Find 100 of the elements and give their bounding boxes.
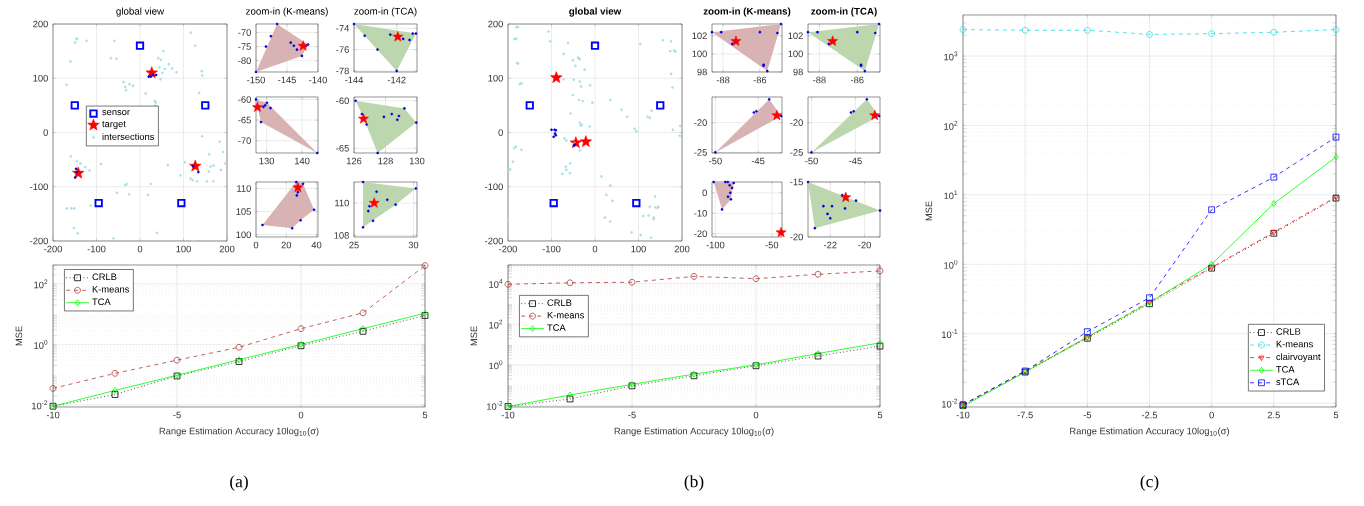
y-axis-title: MSE	[470, 326, 478, 346]
x-axis-title: Range Estimation Accuracy 10log$_{10}$(σ)	[159, 427, 319, 437]
y-tick-label: 10$^{0}$	[34, 339, 48, 349]
chart-title: zoom-in (K-means)	[703, 7, 791, 17]
legend-label: CRLB	[92, 273, 117, 281]
y-tick-label: 200	[33, 20, 48, 28]
y-tick-label: -20	[790, 233, 803, 241]
y-tick-label: -20	[694, 119, 707, 126]
x-tick-label: -5	[1083, 411, 1092, 419]
x-tick-label: -10	[956, 411, 970, 419]
x-axis-title: Range Estimation Accuracy 10log$_{10}$(σ)	[1070, 427, 1229, 437]
x-tick-label: -2.5	[1141, 411, 1158, 419]
x-tick-label: -86	[753, 76, 767, 84]
x-tick-label: 5	[877, 411, 883, 419]
y-tick-label: 105	[236, 208, 251, 215]
y-tick-label: -80	[238, 57, 251, 64]
legend-label: TCA	[92, 298, 111, 306]
y-tick-label: 100	[788, 50, 803, 58]
legend-label: sensor	[102, 110, 130, 116]
y-tick-label: -70	[238, 29, 251, 36]
x-tick-label: -100	[706, 241, 725, 249]
x-tick-label: 2.5	[1267, 411, 1280, 419]
y-tick-label: 10$^{2}$	[944, 121, 958, 130]
x-tick-label: -144	[345, 76, 364, 84]
chart-title: global view	[569, 7, 622, 17]
chart-title: zoom-in (TCA)	[811, 7, 877, 17]
y-tick-label: 10$^{2}$	[34, 279, 48, 289]
x-tick-label: 0	[137, 245, 143, 253]
x-tick-label: 0	[1209, 411, 1214, 419]
y-axis-title: MSE	[15, 326, 23, 346]
y-tick-label: 10$^{-2}$	[32, 400, 48, 410]
y-tick-label: -78	[336, 67, 349, 75]
x-tick-label: 100	[631, 245, 646, 253]
chart-title: zoom-in (K-means)	[246, 7, 328, 17]
legend-label: K-means	[92, 286, 130, 293]
x-tick-label: -100	[542, 245, 561, 253]
y-tick-label: 110	[237, 185, 251, 192]
x-tick-label: -7.5	[1017, 411, 1033, 419]
y-tick-label: 100	[692, 50, 707, 58]
text: (b)	[684, 475, 704, 491]
y-tick-label: 102	[692, 32, 707, 40]
x-tick-label: 140	[294, 157, 310, 165]
y-tick-label: -25	[694, 149, 707, 156]
y-tick-label: -65	[238, 116, 251, 124]
y-tick-label: -15	[790, 178, 803, 186]
y-tick-label: 10$^{0}$	[489, 360, 503, 370]
y-tick-label: 98	[697, 68, 707, 76]
x-tick-label: -150	[247, 76, 265, 84]
x-tick-label: 130	[259, 157, 275, 165]
legend-label: TCA	[547, 324, 566, 331]
y-tick-label: 10$^{2}$	[489, 319, 503, 329]
x-tick-label: -200	[499, 245, 517, 253]
x-tick-label: -10	[501, 411, 515, 419]
x-tick-label: 200	[219, 245, 235, 253]
x-tick-label: 130	[409, 157, 425, 165]
x-tick-label: -20	[858, 241, 871, 249]
x-tick-label: -200	[44, 245, 62, 253]
y-tick-label: -74	[336, 25, 350, 32]
y-tick-label: 0	[43, 129, 48, 136]
x-tick-label: 0	[253, 241, 259, 249]
y-tick-label: -20	[694, 230, 707, 238]
x-tick-label: -140	[309, 76, 327, 84]
y-tick-label: 10$^{-1}$	[942, 329, 958, 339]
x-tick-label: 0	[592, 245, 598, 253]
x-tick-label: 128	[378, 157, 393, 165]
x-tick-label: -5	[628, 411, 636, 419]
x-tick-label: 30	[408, 241, 419, 249]
legend-label: intersections	[102, 133, 155, 140]
x-tick-label: -100	[87, 245, 106, 253]
y-tick-label: -75	[238, 43, 251, 50]
x-tick-label: -88	[813, 76, 826, 84]
y-tick-label: -25	[790, 149, 803, 156]
x-tick-label: 100	[176, 245, 191, 253]
y-tick-label: -20	[790, 119, 803, 126]
legend-label: CRLB	[1276, 328, 1301, 335]
y-tick-label: 102	[788, 32, 803, 40]
x-tick-label: 0	[298, 411, 304, 419]
y-tick-label: 108	[334, 232, 349, 239]
y-tick-label: -100	[30, 183, 48, 191]
x-tick-label: -88	[716, 76, 730, 84]
legend-label: target	[102, 121, 126, 130]
x-axis-title: Range Estimation Accuracy 10log$_{10}$(σ)	[614, 427, 774, 437]
y-tick-label: -60	[336, 97, 349, 105]
x-tick-label: -45	[751, 157, 765, 165]
y-tick-label: 98	[793, 68, 803, 76]
legend-label: K-means	[547, 311, 584, 319]
y-tick-label: 10$^{0}$	[944, 259, 958, 269]
x-tick-label: 40	[311, 241, 322, 249]
x-tick-label: -145	[278, 76, 296, 84]
legend-label: TCA	[1276, 366, 1295, 373]
x-tick-label: 20	[281, 241, 292, 249]
chart-title: zoom-in (TCA)	[354, 7, 417, 17]
legend-label: K-means	[1276, 340, 1313, 348]
y-tick-label: 0	[702, 189, 707, 197]
x-tick-label: -86	[850, 76, 864, 84]
y-tick-label: -70	[238, 137, 251, 144]
x-tick-label: -22	[823, 241, 837, 249]
x-tick-label: 5	[422, 411, 428, 419]
y-tick-label: 10$^{3}$	[944, 51, 958, 61]
y-tick-label: 0	[498, 129, 503, 136]
